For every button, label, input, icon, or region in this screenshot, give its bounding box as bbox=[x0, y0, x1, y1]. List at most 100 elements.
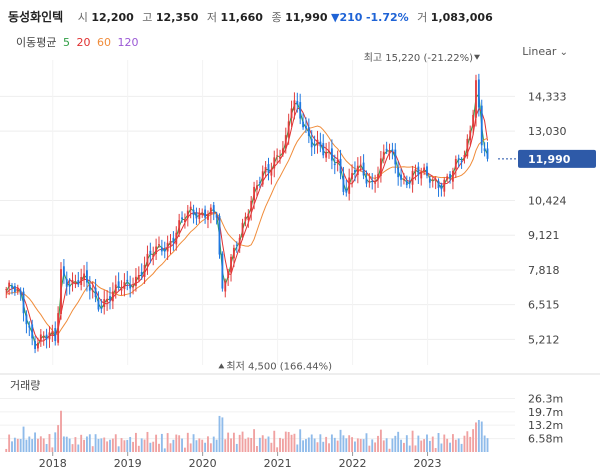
candle-body bbox=[54, 328, 57, 342]
legend-ma20[interactable]: 20 bbox=[76, 36, 91, 49]
volume-bar bbox=[183, 447, 186, 452]
volume-bar bbox=[143, 439, 146, 452]
volume-bar bbox=[60, 410, 62, 452]
time-tick-label: 2019 bbox=[114, 457, 142, 470]
volume-bar bbox=[466, 431, 469, 452]
volume-bar bbox=[232, 432, 235, 452]
candle-body bbox=[405, 181, 408, 186]
volume-bar bbox=[365, 433, 368, 452]
volume-bar bbox=[348, 435, 351, 452]
candle-body bbox=[299, 102, 302, 119]
min-price-label: 최저 4,500 (166.44%) bbox=[226, 360, 332, 372]
volume-bar bbox=[241, 431, 244, 452]
volume-bar bbox=[313, 438, 316, 452]
candle-body bbox=[74, 282, 77, 284]
volume-bar bbox=[109, 439, 111, 452]
volume-bar bbox=[420, 440, 423, 452]
volume-bar bbox=[293, 433, 296, 452]
volume-bar bbox=[342, 435, 345, 452]
volume-bar bbox=[54, 432, 57, 452]
volume-bar bbox=[457, 438, 460, 452]
candle-body bbox=[356, 165, 359, 175]
volume-bar bbox=[253, 429, 256, 452]
candle-body bbox=[316, 139, 319, 146]
volume-bar bbox=[230, 438, 232, 452]
price-tick-label: 9,121 bbox=[528, 229, 560, 242]
candle-body bbox=[284, 135, 287, 149]
candle-body bbox=[339, 158, 342, 174]
candle-body bbox=[114, 284, 117, 294]
volume-bar bbox=[256, 446, 258, 452]
candle-body bbox=[183, 219, 186, 223]
volume-bar bbox=[195, 440, 198, 452]
volume-tick-label: 6.58m bbox=[528, 433, 563, 446]
candle-body bbox=[120, 289, 123, 291]
legend-ma120[interactable]: 120 bbox=[117, 36, 139, 49]
candle-body bbox=[31, 324, 34, 339]
candle-body bbox=[270, 169, 273, 176]
price-tick-label: 10,424 bbox=[528, 195, 567, 208]
ma-line-ma20 bbox=[5, 107, 488, 342]
candle-body bbox=[276, 155, 279, 157]
volume-bar bbox=[86, 436, 88, 452]
volume-bar bbox=[403, 442, 405, 452]
volume-bar bbox=[97, 438, 100, 452]
volume-bar bbox=[146, 431, 149, 452]
candle-body bbox=[466, 138, 469, 157]
volume-bar bbox=[322, 441, 325, 452]
candle-body bbox=[325, 151, 328, 158]
time-tick-label: 2021 bbox=[264, 457, 292, 470]
volume-bar bbox=[140, 438, 143, 452]
volume-bar bbox=[74, 437, 77, 452]
volume-bar bbox=[434, 448, 437, 452]
candle-body bbox=[385, 148, 388, 151]
volume-bar bbox=[463, 435, 466, 452]
candle-body bbox=[486, 148, 489, 159]
legend-ma60[interactable]: 60 bbox=[96, 36, 111, 49]
candle-body bbox=[428, 178, 431, 183]
candle-body bbox=[97, 300, 100, 310]
candle-body bbox=[264, 167, 267, 173]
price-tick-label: 5,212 bbox=[528, 333, 560, 346]
candle-body bbox=[215, 214, 218, 218]
volume-bar bbox=[405, 435, 408, 452]
volume-bar bbox=[88, 434, 91, 452]
candle-body bbox=[437, 180, 440, 189]
volume-bar bbox=[94, 434, 97, 452]
legend-ma5[interactable]: 5 bbox=[62, 36, 70, 49]
scale-selector[interactable]: Linear bbox=[522, 45, 568, 58]
candle-body bbox=[48, 332, 51, 340]
candle-body bbox=[28, 325, 31, 328]
candle-body bbox=[42, 336, 45, 338]
candle-body bbox=[241, 222, 244, 238]
candle-body bbox=[111, 291, 114, 302]
volume-bar bbox=[316, 442, 319, 452]
candle-body bbox=[224, 280, 227, 292]
candle-body bbox=[212, 205, 215, 212]
candle-body bbox=[195, 212, 198, 219]
volume-bar bbox=[443, 434, 446, 452]
volume-bar bbox=[302, 440, 305, 452]
min-marker-icon bbox=[218, 363, 225, 369]
candle-body bbox=[377, 174, 379, 180]
candle-body bbox=[65, 278, 68, 287]
candle-body bbox=[434, 179, 437, 181]
volume-bar bbox=[169, 443, 172, 452]
candle-body bbox=[417, 166, 420, 176]
volume-bar bbox=[299, 429, 302, 452]
candle-body bbox=[8, 282, 11, 287]
volume-bar bbox=[267, 436, 270, 452]
volume-bar bbox=[48, 434, 51, 452]
candle-body bbox=[62, 266, 65, 276]
candle-body bbox=[362, 162, 365, 176]
volume-bar bbox=[397, 431, 400, 452]
candle-body bbox=[258, 182, 261, 184]
low-value: 11,660 bbox=[220, 11, 263, 24]
volume-bar bbox=[51, 447, 54, 452]
candle-body bbox=[302, 121, 305, 128]
volume-bar bbox=[431, 436, 434, 452]
candle-body bbox=[126, 279, 129, 282]
candle-body bbox=[68, 285, 71, 287]
volume-bar bbox=[483, 435, 486, 452]
